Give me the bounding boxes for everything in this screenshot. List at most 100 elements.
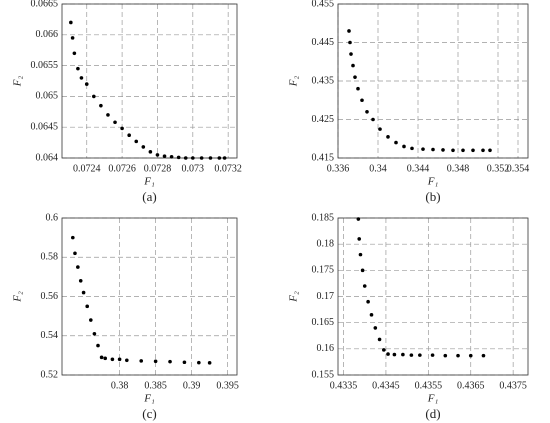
x-axis-label: F₁ <box>427 393 439 405</box>
x-tick-label: 0.348 <box>447 163 470 174</box>
point <box>471 148 475 153</box>
point <box>377 337 382 342</box>
point <box>386 135 390 139</box>
plot-frame <box>337 3 529 159</box>
point <box>72 51 77 56</box>
point <box>347 29 351 33</box>
x-tick-label: 0.38 <box>111 380 129 391</box>
point <box>461 148 465 153</box>
point <box>481 353 486 358</box>
point <box>410 146 414 151</box>
point <box>69 20 73 25</box>
y-tick-label: 0.58 <box>41 252 59 263</box>
y-tick-label: 0.17 <box>317 291 335 302</box>
point <box>199 156 204 160</box>
point <box>76 66 80 71</box>
y-axis-label: F₂ <box>12 76 24 88</box>
point <box>168 359 172 364</box>
x-tick-label: 0.4355 <box>415 380 443 391</box>
caption: (b) <box>425 189 440 204</box>
caption: (a) <box>142 189 156 204</box>
point <box>349 52 353 56</box>
x-tick-label: 0.4335 <box>330 380 358 391</box>
x-tick-label: 0.352 <box>487 163 510 174</box>
x-axis-label: F₁ <box>143 176 155 188</box>
point <box>96 343 100 348</box>
point <box>468 353 473 358</box>
point <box>421 147 425 151</box>
point <box>208 156 213 160</box>
point <box>176 155 181 160</box>
point <box>134 139 139 144</box>
y-tick-label: 0.064 <box>36 152 59 163</box>
point <box>125 358 129 363</box>
x-tick-label: 0.0732 <box>214 163 242 174</box>
point <box>441 148 445 152</box>
y-tick-label: 0.0645 <box>31 121 59 132</box>
y-tick-label: 0.56 <box>41 291 59 302</box>
point <box>162 154 167 158</box>
point <box>153 359 158 364</box>
point <box>92 331 97 336</box>
y-axis-label: F₂ <box>288 76 300 88</box>
point <box>362 284 367 288</box>
point <box>117 357 122 362</box>
y-tick-label: 0.54 <box>41 330 59 341</box>
caption: (d) <box>425 406 440 421</box>
point <box>78 279 83 283</box>
point <box>369 313 374 317</box>
point <box>360 98 364 103</box>
point <box>92 94 96 99</box>
point <box>366 299 370 304</box>
point <box>488 148 492 153</box>
point <box>351 63 355 68</box>
point <box>456 353 460 358</box>
point <box>365 110 369 114</box>
y-tick-label: 0.185 <box>312 212 335 223</box>
x-axis-label: F₁ <box>427 176 439 188</box>
point <box>183 156 188 160</box>
x-tick-label: 0.354 <box>507 163 530 174</box>
y-tick-label: 0.0665 <box>31 0 59 9</box>
point <box>222 156 227 160</box>
point <box>443 353 448 358</box>
x-tick-label: 0.395 <box>216 380 239 391</box>
x-tick-label: 0.4375 <box>499 380 527 391</box>
point <box>360 268 365 273</box>
point <box>103 356 108 361</box>
y-tick-label: 0.52 <box>41 369 59 380</box>
y-axis-label: F₂ <box>288 291 300 303</box>
y-tick-label: 0.435 <box>312 75 335 86</box>
point <box>148 150 153 154</box>
point <box>451 148 455 153</box>
x-tick-label: 0.4365 <box>457 380 485 391</box>
point <box>71 235 75 240</box>
point <box>99 103 103 108</box>
point <box>371 117 375 122</box>
point <box>378 127 382 131</box>
point <box>431 147 435 152</box>
y-tick-label: 0.6 <box>46 212 59 223</box>
point <box>169 154 174 159</box>
y-tick-label: 0.066 <box>36 29 59 40</box>
x-axis-label: F₁ <box>143 393 155 405</box>
point <box>394 140 398 145</box>
x-tick-label: 0.34 <box>369 163 387 174</box>
point <box>357 237 362 241</box>
point <box>84 82 89 86</box>
point <box>353 75 357 79</box>
point <box>348 40 352 45</box>
point <box>81 290 86 295</box>
point <box>73 251 77 256</box>
point <box>99 355 104 360</box>
x-tick-label: 0.336 <box>327 163 350 174</box>
point <box>139 359 144 363</box>
plot-frame <box>61 3 238 159</box>
point <box>110 357 115 362</box>
x-tick-label: 0.4345 <box>372 380 400 391</box>
y-tick-label: 0.155 <box>312 369 335 380</box>
x-tick-label: 0.385 <box>144 380 167 391</box>
point <box>386 352 390 356</box>
plot-frame <box>61 217 238 376</box>
y-tick-label: 0.165 <box>312 317 335 328</box>
